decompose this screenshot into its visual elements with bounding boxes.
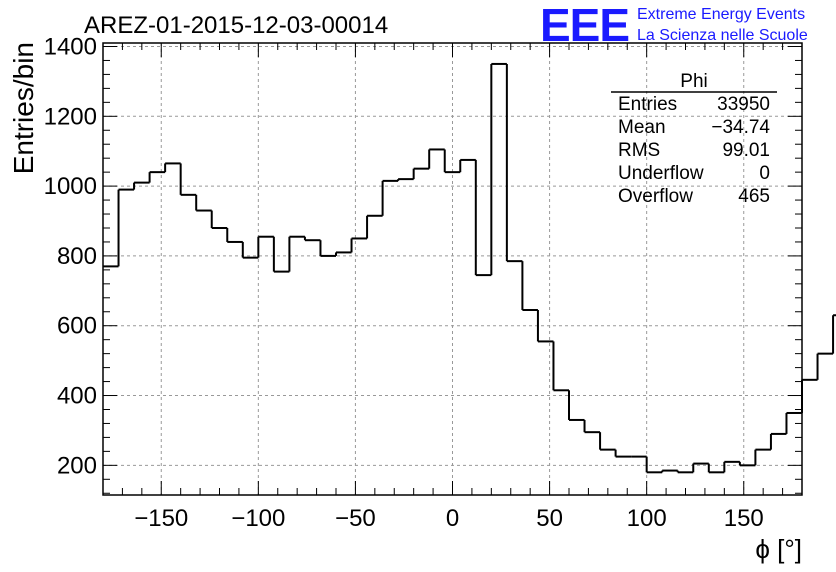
x-tick-label: 0 xyxy=(446,505,459,532)
x-tick-label: −100 xyxy=(231,505,285,532)
chart-title: AREZ-01-2015-12-03-00014 xyxy=(84,12,388,39)
stats-title: Phi xyxy=(680,71,707,92)
x-tick-label: −150 xyxy=(134,505,188,532)
stats-label-entries: Entries xyxy=(618,94,677,115)
eee-logo: EEE Extreme Energy Events La Scienza nel… xyxy=(540,0,808,51)
histogram-bars xyxy=(103,62,836,474)
x-tick-label: −50 xyxy=(335,505,376,532)
y-tick-label: 1200 xyxy=(44,103,97,130)
y-tick-label: 200 xyxy=(57,452,97,479)
stats-label-underflow: Underflow xyxy=(618,163,704,184)
stats-label-mean: Mean xyxy=(618,117,666,138)
logo-line-2: La Scienza nelle Scuole xyxy=(637,27,808,44)
tick-labels: −150 −100 −50 0 50 100 150 200 400 600 800 1000 1200… xyxy=(44,33,764,532)
x-tick-label: 100 xyxy=(627,505,667,532)
grid-lines xyxy=(103,43,802,495)
logo-text: EEE xyxy=(540,0,629,51)
x-tick-label: 150 xyxy=(724,505,764,532)
stats-value-entries: 33950 xyxy=(717,94,770,115)
stats-label-overflow: Overflow xyxy=(618,186,693,207)
y-tick-label: 800 xyxy=(57,243,97,270)
stats-value-underflow: 0 xyxy=(759,163,770,184)
x-axis-label: ϕ [°] xyxy=(755,534,802,564)
y-tick-label: 1400 xyxy=(44,33,97,60)
stats-value-rms: 99.01 xyxy=(722,140,770,161)
stats-value-mean: −34.74 xyxy=(711,117,770,138)
stats-label-rms: RMS xyxy=(618,140,660,161)
axis-ticks xyxy=(102,43,803,495)
stats-value-overflow: 465 xyxy=(738,186,770,207)
stats-box: Phi Entries 33950 Mean −34.74 RMS 99.01 … xyxy=(611,71,777,207)
y-tick-label: 1000 xyxy=(44,173,97,200)
y-axis-label: Entries/bin xyxy=(8,42,39,174)
x-tick-label: 50 xyxy=(536,505,563,532)
y-tick-label: 600 xyxy=(57,313,97,340)
logo-line-1: Extreme Energy Events xyxy=(637,6,805,23)
y-tick-label: 400 xyxy=(57,383,97,410)
